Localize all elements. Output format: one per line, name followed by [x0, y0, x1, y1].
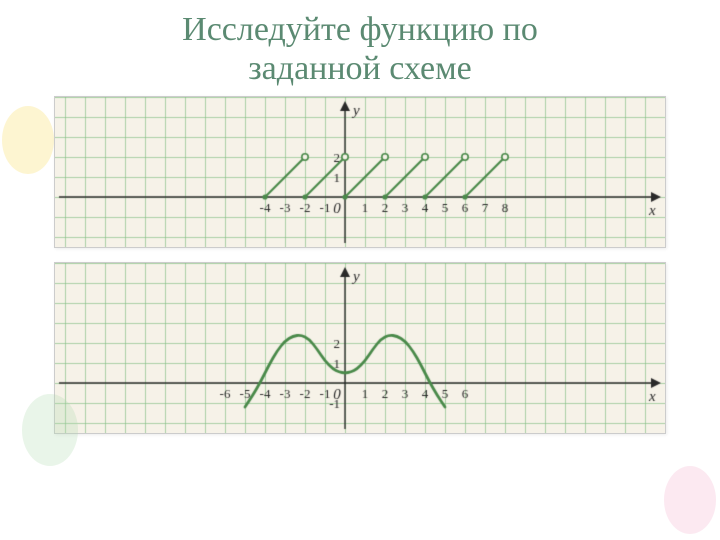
sawtooth-chart — [54, 96, 666, 248]
title-line-2: заданной схеме — [20, 49, 700, 88]
balloon-2 — [22, 394, 78, 466]
chart-1-container — [0, 96, 720, 248]
double-hump-chart — [54, 262, 666, 434]
balloon-1 — [2, 106, 54, 174]
title-line-1: Исследуйте функцию по — [20, 10, 700, 49]
balloon-3 — [664, 466, 716, 534]
chart-2-container — [0, 262, 720, 434]
page-title: Исследуйте функцию по заданной схеме — [0, 0, 720, 96]
